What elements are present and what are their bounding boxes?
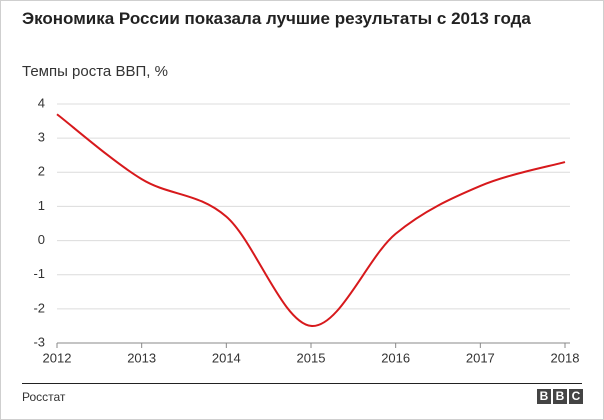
chart-subtitle: Темпы роста ВВП, % (22, 63, 168, 80)
x-tick-label: 2014 (212, 350, 241, 365)
x-tick-label: 2013 (127, 350, 156, 365)
y-tick-label: -3 (33, 334, 45, 349)
x-tick-label: 2012 (43, 350, 72, 365)
logo-letter: B (553, 389, 567, 404)
line-series (56, 113, 566, 327)
x-tick-label: 2016 (381, 350, 410, 365)
chart: -3 -2 -1 0 1 2 3 4 2012 2013 2014 2015 2016 2017 2018 (33, 95, 580, 365)
x-tick-label: 2018 (551, 350, 580, 365)
y-tick-label: 4 (38, 95, 45, 110)
logo: B B C (537, 389, 583, 404)
footer-rule (22, 383, 582, 384)
source: Росстат (22, 390, 66, 404)
y-tick-label: -1 (33, 266, 45, 281)
x-tick-label: 2017 (466, 350, 495, 365)
y-tick-label: 1 (38, 198, 45, 213)
y-tick-label: -2 (33, 300, 45, 315)
logo-letter: C (569, 389, 583, 404)
logo-letter: B (537, 389, 551, 404)
y-tick-label: 2 (38, 164, 45, 179)
x-tick-label: 2015 (297, 350, 326, 365)
y-tick-label: 0 (38, 232, 45, 247)
chart-title: Экономика России показала лучшие результ… (22, 9, 531, 28)
y-tick-label: 3 (38, 130, 45, 145)
